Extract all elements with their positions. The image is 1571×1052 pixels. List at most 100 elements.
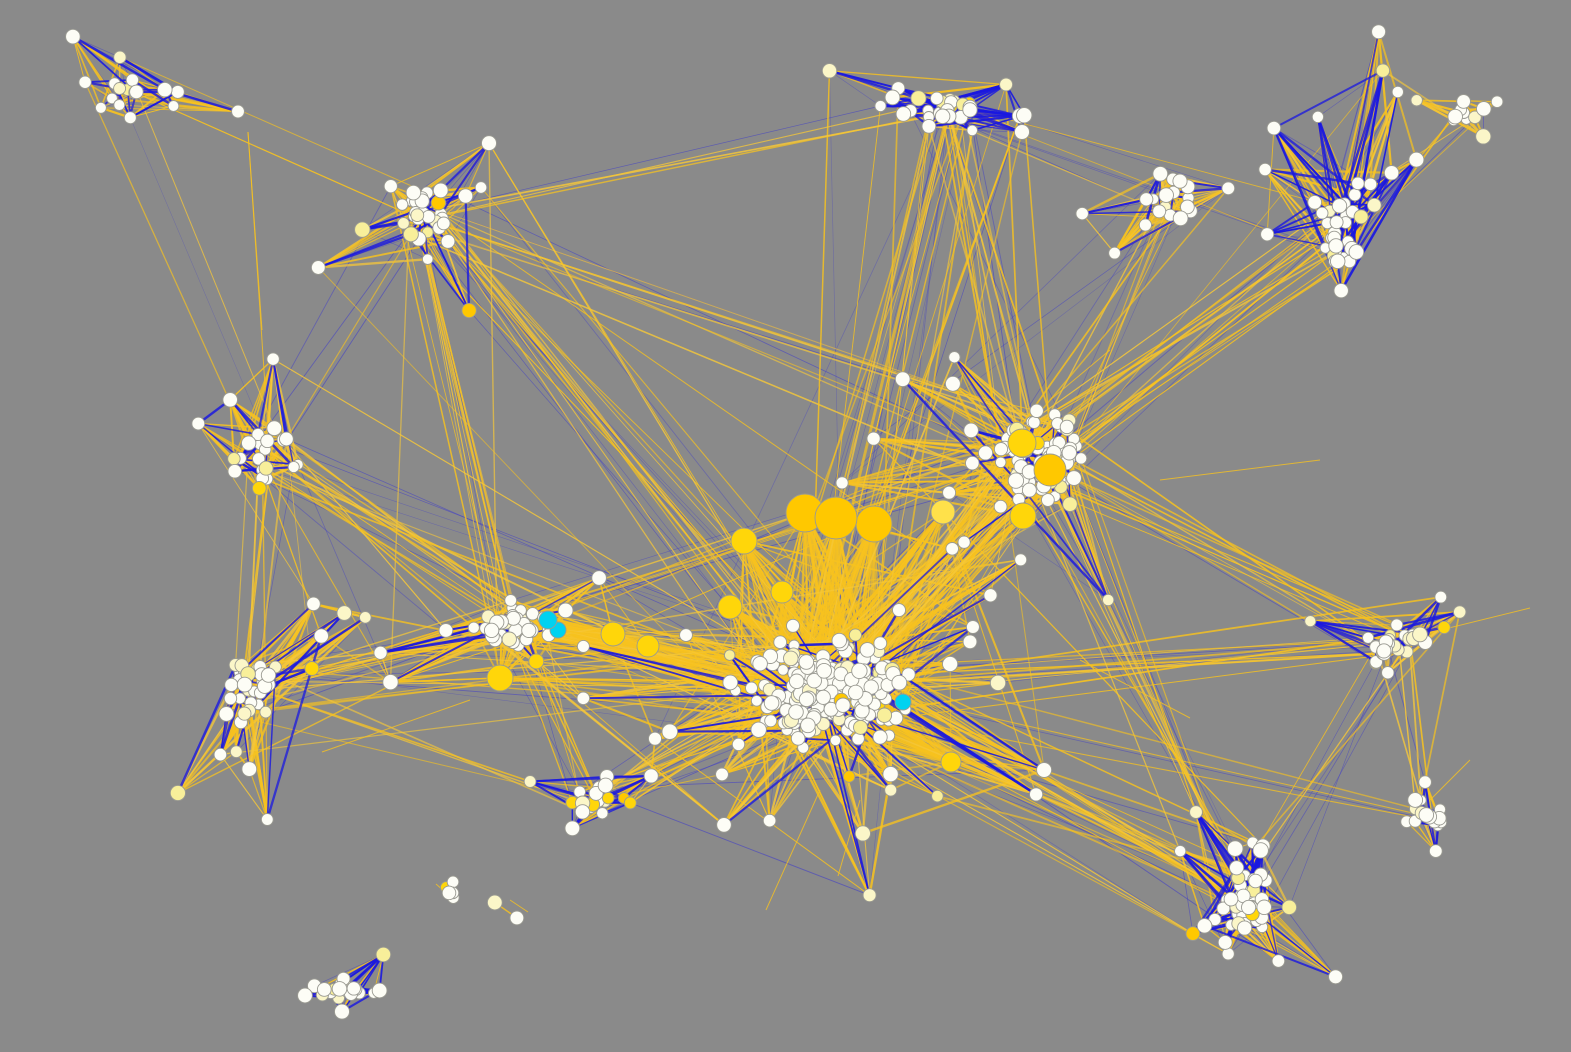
graph-node[interactable] (306, 596, 321, 612)
graph-node[interactable] (945, 542, 959, 556)
graph-node[interactable] (965, 620, 980, 634)
graph-node[interactable] (892, 603, 906, 618)
graph-node[interactable] (944, 375, 961, 392)
graph-node[interactable] (716, 817, 732, 833)
graph-node[interactable] (1237, 920, 1253, 936)
graph-node[interactable] (1152, 165, 1169, 182)
graph-node[interactable] (835, 476, 849, 490)
graph-node[interactable] (994, 456, 1007, 469)
graph-node[interactable] (884, 89, 901, 106)
graph-node[interactable] (169, 784, 186, 802)
graph-node[interactable] (574, 804, 591, 820)
graph-node[interactable] (557, 602, 574, 619)
graph-node[interactable] (1252, 842, 1269, 859)
graph-node[interactable] (1258, 162, 1272, 177)
graph-node[interactable] (1476, 101, 1492, 117)
graph-node[interactable] (1348, 244, 1365, 260)
graph-node[interactable] (481, 135, 497, 152)
graph-node[interactable] (266, 352, 280, 366)
graph-node[interactable] (1059, 419, 1075, 435)
graph-node[interactable] (957, 535, 971, 549)
graph-node[interactable] (170, 84, 185, 99)
graph-node[interactable] (934, 108, 951, 125)
graph-node[interactable] (432, 182, 449, 199)
graph-node[interactable] (777, 664, 789, 676)
graph-node[interactable] (745, 681, 758, 695)
graph-node[interactable] (251, 480, 267, 496)
graph-node[interactable] (821, 63, 838, 79)
graph-node[interactable] (788, 704, 804, 720)
graph-node[interactable] (486, 894, 503, 911)
graph-node[interactable] (1189, 805, 1203, 819)
graph-node[interactable] (601, 791, 615, 805)
graph-node[interactable] (336, 605, 353, 621)
graph-node[interactable] (1102, 593, 1115, 607)
graph-node[interactable] (334, 1003, 350, 1020)
graph-node[interactable] (1453, 605, 1467, 619)
graph-node[interactable] (1152, 204, 1167, 219)
graph-node[interactable] (241, 435, 257, 451)
graph-node[interactable] (279, 431, 294, 447)
graph-node[interactable] (596, 807, 609, 820)
graph-node[interactable] (930, 91, 944, 106)
graph-node[interactable] (1066, 470, 1082, 486)
graph-node[interactable] (798, 654, 815, 670)
hub-9[interactable] (486, 664, 514, 692)
graph-node[interactable] (316, 982, 332, 997)
graph-node[interactable] (1185, 926, 1201, 941)
graph-node[interactable] (882, 765, 899, 783)
graph-node[interactable] (1281, 899, 1298, 916)
graph-node[interactable] (213, 747, 228, 762)
hub-11[interactable] (636, 634, 660, 658)
graph-node[interactable] (1256, 899, 1272, 916)
graph-node[interactable] (405, 184, 422, 201)
graph-node[interactable] (942, 485, 957, 500)
graph-node[interactable] (1217, 934, 1233, 950)
graph-node[interactable] (1408, 151, 1425, 168)
graph-node[interactable] (224, 677, 239, 692)
graph-node[interactable] (1172, 210, 1189, 227)
graph-node[interactable] (1108, 246, 1121, 260)
graph-node[interactable] (993, 499, 1008, 514)
graph-node[interactable] (1418, 775, 1432, 789)
graph-node[interactable] (421, 209, 436, 224)
graph-node[interactable] (763, 695, 780, 711)
graph-node[interactable] (382, 673, 399, 691)
graph-node[interactable] (983, 588, 998, 603)
graph-node[interactable] (661, 723, 679, 740)
graph-node[interactable] (125, 73, 140, 87)
cyan-node-a[interactable] (538, 610, 558, 630)
graph-node[interactable] (236, 676, 253, 693)
cyan-node-c[interactable] (894, 693, 912, 711)
graph-node[interactable] (521, 622, 537, 638)
graph-node[interactable] (1329, 215, 1344, 230)
graph-node[interactable] (1328, 238, 1344, 254)
graph-node[interactable] (229, 745, 243, 759)
graph-node[interactable] (895, 106, 912, 122)
graph-node[interactable] (1418, 807, 1435, 823)
graph-node[interactable] (523, 775, 537, 788)
graph-node[interactable] (1041, 493, 1055, 507)
graph-node[interactable] (806, 672, 822, 689)
graph-node[interactable] (504, 594, 518, 607)
hub-4[interactable] (730, 527, 758, 555)
graph-node[interactable] (222, 392, 238, 408)
graph-node[interactable] (410, 208, 425, 223)
hub-2[interactable] (814, 496, 858, 540)
graph-node[interactable] (1260, 227, 1275, 242)
graph-node[interactable] (1029, 787, 1044, 802)
graph-node[interactable] (1216, 901, 1231, 916)
hub-3[interactable] (855, 505, 893, 543)
graph-node[interactable] (829, 734, 842, 747)
graph-node[interactable] (1248, 873, 1263, 889)
graph-node[interactable] (1468, 110, 1482, 125)
graph-node[interactable] (1381, 666, 1395, 680)
graph-node[interactable] (1311, 110, 1325, 124)
graph-node[interactable] (962, 634, 978, 650)
graph-node[interactable] (1410, 94, 1423, 107)
graph-node[interactable] (764, 714, 778, 728)
graph-node[interactable] (1383, 165, 1400, 181)
graph-node[interactable] (167, 100, 180, 112)
